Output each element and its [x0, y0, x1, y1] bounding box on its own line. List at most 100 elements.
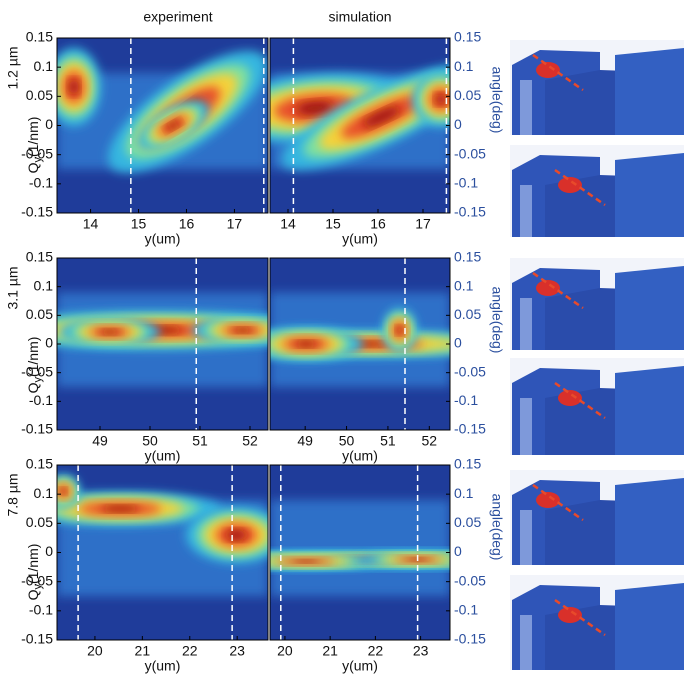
contour-blob: [435, 94, 447, 105]
x-tick-label: 17: [415, 216, 431, 232]
x-tick-label: 21: [135, 643, 151, 659]
y-tick-label: -0.05: [21, 145, 53, 161]
x-axis-label: y(um): [145, 658, 181, 674]
x-tick-label: 23: [229, 643, 245, 659]
render-image: [510, 40, 684, 135]
y-tick-label: -0.15: [21, 421, 53, 437]
y2-axis-label: angle(deg): [489, 67, 505, 134]
x-tick-label: 16: [179, 216, 195, 232]
y-tick-label: -0.1: [29, 602, 53, 618]
y-tick-label: -0.05: [21, 572, 53, 588]
x-tick-label: 20: [87, 643, 103, 659]
y-tick-label: 0.1: [34, 277, 54, 293]
x-tick-label: 22: [368, 643, 384, 659]
contour-blob: [292, 559, 320, 563]
x-tick-label: 50: [339, 433, 355, 449]
x-tick-label: 17: [227, 216, 243, 232]
y-tick-label: -0.15: [21, 204, 53, 220]
x-tick-label: 23: [413, 643, 429, 659]
y-tick-label: 0.1: [34, 485, 54, 501]
contour-blob: [166, 120, 180, 131]
y-axis-label: Qy(1/nm): [25, 337, 44, 394]
contour-blob: [296, 101, 334, 115]
render-dash: [554, 168, 606, 207]
y-tick-label: -0.1: [29, 392, 53, 408]
render-block: [615, 48, 684, 135]
x-axis-label: y(um): [145, 231, 181, 247]
contour-plot: [57, 258, 268, 430]
x-tick-label: 49: [92, 433, 108, 449]
x-tick-label: 21: [322, 643, 338, 659]
y2-tick-label: 0.1: [454, 58, 474, 74]
y-tick-label: 0.15: [26, 249, 53, 265]
render-block: [615, 153, 684, 237]
y2-tick-label: -0.15: [454, 204, 486, 220]
row-label: 7.8 µm: [5, 473, 21, 516]
column-title: simulation: [328, 9, 391, 25]
render-block: [615, 366, 684, 455]
render-stripe: [520, 398, 532, 455]
contour-blob: [362, 106, 401, 127]
y2-tick-label: -0.05: [454, 363, 486, 379]
render-dash: [554, 381, 606, 420]
y-axis-label-part: (1/nm): [25, 337, 41, 377]
render-image: [510, 145, 684, 237]
y2-tick-label: -0.1: [454, 175, 478, 191]
x-tick-label: 52: [422, 433, 438, 449]
y2-tick-label: 0.1: [454, 277, 474, 293]
render-image: [510, 575, 684, 670]
x-tick-label: 20: [277, 643, 293, 659]
y-axis-label-part: y: [32, 584, 44, 590]
render-dash: [532, 53, 584, 92]
y-tick-label: 0.15: [26, 29, 53, 45]
contour-plot: [270, 38, 450, 213]
render-stripe: [520, 615, 532, 670]
y-tick-label: 0.1: [34, 58, 54, 74]
x-tick-label: 16: [370, 216, 386, 232]
y2-axis-label: angle(deg): [489, 494, 505, 561]
y2-tick-label: -0.05: [454, 572, 486, 588]
y2-tick-label: -0.05: [454, 145, 486, 161]
render-spot: [536, 62, 560, 78]
y2-tick-label: 0.05: [454, 514, 481, 530]
render-dash: [554, 598, 606, 637]
x-tick-label: 50: [142, 433, 158, 449]
render-spot: [558, 177, 582, 193]
render-block: [615, 583, 684, 670]
y-tick-label: 0.15: [26, 456, 53, 472]
y-axis-label: Qy(1/nm): [25, 544, 44, 601]
y2-tick-label: 0.1: [454, 485, 474, 501]
y2-axis-label: angle(deg): [489, 287, 505, 354]
y-axis-label-part: Q: [25, 589, 41, 600]
x-tick-label: 15: [325, 216, 341, 232]
y-tick-label: -0.1: [29, 175, 53, 191]
row-label: 3.1 µm: [5, 266, 21, 309]
y-tick-label: 0.05: [26, 87, 53, 103]
y-axis-label: Qy(1/nm): [25, 117, 44, 174]
x-tick-label: 14: [280, 216, 296, 232]
render-dash: [532, 271, 584, 310]
render-stripe: [520, 510, 532, 565]
x-tick-label: 14: [83, 216, 99, 232]
contour-blob: [233, 327, 253, 333]
contour-plot: [270, 465, 450, 640]
x-tick-label: 49: [297, 433, 313, 449]
y-tick-label: 0: [45, 116, 53, 132]
y-tick-label: -0.15: [21, 631, 53, 647]
contour-blob: [101, 505, 140, 512]
y-axis-label-part: y: [32, 377, 44, 383]
render-spot: [558, 390, 582, 406]
render-image: [510, 358, 684, 455]
contour-plot: [270, 258, 450, 430]
contour-blob: [68, 79, 79, 95]
x-tick-label: 15: [131, 216, 147, 232]
render-stripe: [520, 298, 532, 350]
y2-tick-label: -0.15: [454, 631, 486, 647]
x-axis-label: y(um): [342, 658, 378, 674]
y2-tick-label: 0: [454, 543, 462, 559]
contour-blob: [100, 329, 120, 335]
render-block: [615, 478, 684, 565]
x-axis-label: y(um): [342, 448, 378, 464]
x-tick-label: 22: [182, 643, 198, 659]
